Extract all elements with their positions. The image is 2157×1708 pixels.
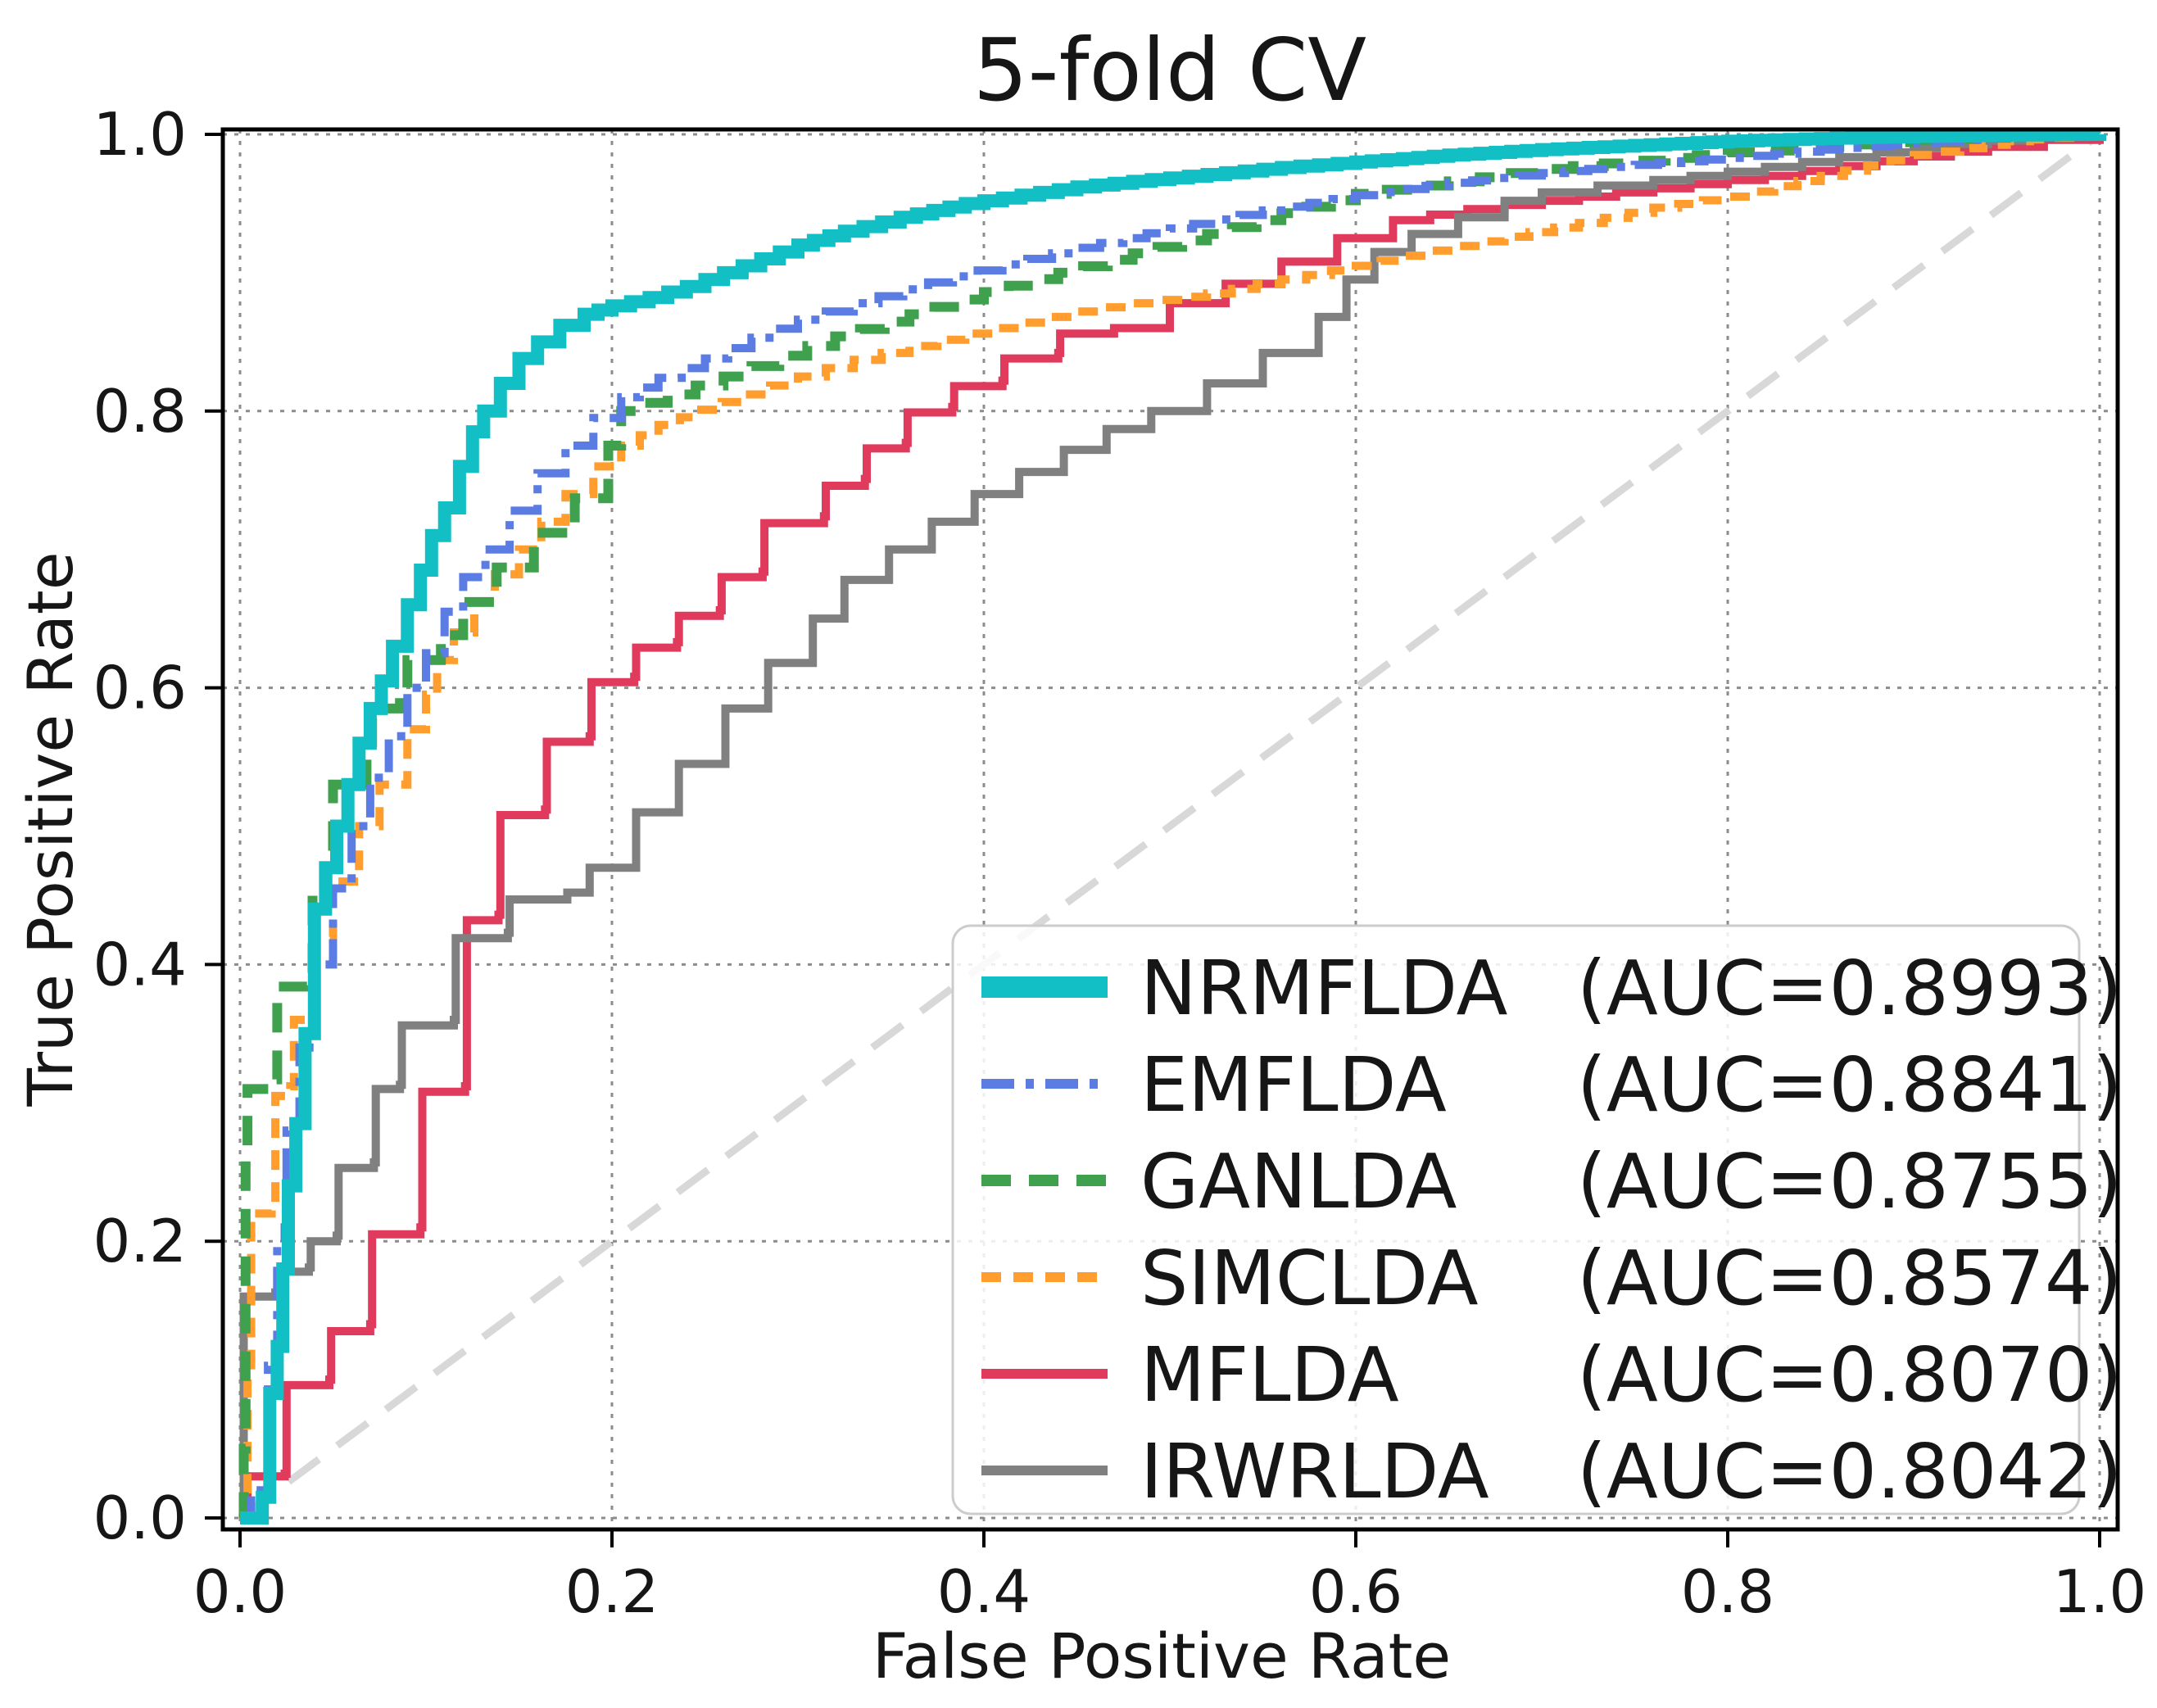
legend-label-IRWRLDA: IRWRLDA [1140,1428,1489,1515]
chart-title: 5-fold CV [973,20,1366,120]
tick-marks [205,133,2101,1547]
legend-auc-SIMCLDA: (AUC=0.8574) [1577,1235,2122,1322]
legend-auc-EMFLDA: (AUC=0.8841) [1577,1041,2122,1129]
x-tick-label: 0.4 [937,1557,1031,1626]
roc-curve-NRMFLDA [240,129,2106,1525]
x-tick-label: 0.6 [1309,1557,1403,1626]
x-tick-label: 0.2 [565,1557,659,1626]
y-tick-label: 0.2 [93,1207,187,1275]
diagonal-reference-line [238,131,2102,1521]
legend-label-SIMCLDA: SIMCLDA [1140,1235,1479,1322]
y-tick-label: 1.0 [93,100,187,169]
legend-label-NRMFLDA: NRMFLDA [1140,945,1508,1032]
roc-curve-IRWRLDA [239,131,2104,1522]
legend-box [951,924,2081,1515]
y-tick-label: 0.0 [93,1484,187,1552]
plot-area [238,129,2106,1525]
y-tick-label: 0.8 [93,377,187,446]
legend-auc-GANLDA: (AUC=0.8755) [1577,1138,2122,1226]
roc-curve-GANLDA [238,129,2105,1523]
x-tick-label: 0.0 [193,1557,288,1626]
x-tick-label: 0.8 [1681,1557,1775,1626]
roc-curve-EMFLDA [240,130,2104,1522]
y-tick-label: 0.4 [93,930,187,999]
grid [223,129,2118,1529]
legend-label-EMFLDA: EMFLDA [1140,1041,1447,1129]
x-tick-label: 1.0 [2053,1557,2147,1626]
legend-label-GANLDA: GANLDA [1140,1138,1457,1226]
legend-auc-IRWRLDA: (AUC=0.8042) [1577,1428,2122,1515]
legend-auc-NRMFLDA: (AUC=0.8993) [1577,945,2122,1032]
legend-auc-MFLDA: (AUC=0.8070) [1577,1331,2122,1419]
tick-labels: 0.0 0.2 0.4 0.6 0.8 1.0 0.0 0.2 0.4 0.6 0.8 1.0 [93,100,2146,1626]
y-tick-label: 0.6 [93,654,187,723]
roc-curve-MFLDA [240,134,2104,1522]
x-axis-label: False Positive Rate [872,1620,1451,1692]
legend: NRMFLDA (AUC=0.8993) EMFLDA (AUC=0.8841) GAN… [951,924,2122,1515]
roc-curve-SIMCLDA [240,132,2104,1522]
plot-frame [220,127,2120,1532]
y-axis-label: True Positive Rate [14,552,87,1108]
legend-label-MFLDA: MFLDA [1140,1331,1399,1419]
